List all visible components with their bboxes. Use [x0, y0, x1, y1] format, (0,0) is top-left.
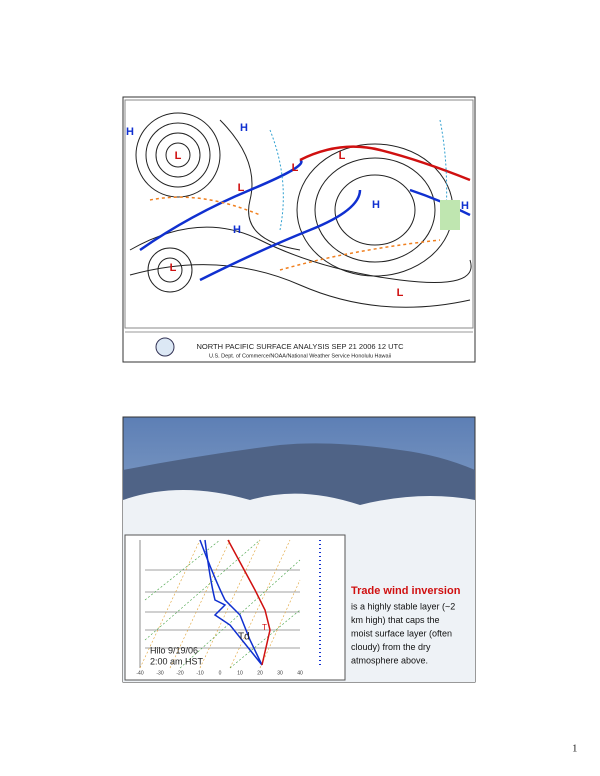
body-line: moist surface layer (often	[351, 628, 452, 638]
x-tick-label: -10	[196, 670, 203, 676]
x-tick-label: 0	[219, 670, 222, 676]
x-tick-label: 40	[297, 670, 303, 676]
page-number: 1	[572, 743, 578, 755]
time: 2:00 am HST	[150, 656, 204, 666]
map-symbol: H	[461, 200, 469, 212]
sounding-chart	[124, 534, 346, 681]
map-symbol: L	[397, 287, 404, 299]
body-line: is a highly stable layer (~2	[351, 601, 455, 611]
map-symbol: L	[238, 182, 245, 194]
x-tick-label: -30	[156, 670, 163, 676]
map-symbol: L	[339, 150, 346, 162]
map-title: NORTH PACIFIC SURFACE ANALYSIS SEP 21 20…	[196, 342, 404, 351]
x-tick-label: 20	[257, 670, 263, 676]
map-credit: U.S. Dept. of Commerce/NOAA/National Wea…	[209, 353, 391, 359]
temp-label: T	[262, 623, 267, 632]
x-tick-label: 30	[277, 670, 283, 676]
body-line: km high) that caps the	[351, 615, 440, 625]
station: Hilo 9/19/06	[150, 645, 198, 655]
noaa-logo	[155, 337, 175, 357]
map-symbol: L	[170, 262, 177, 274]
weather-map	[124, 99, 474, 329]
body-line: cloudy) from the dry	[351, 642, 431, 652]
x-tick-label: 10	[237, 670, 243, 676]
map-symbol: L	[292, 162, 299, 174]
sounding-grid	[139, 539, 321, 669]
body-line: atmosphere above.	[351, 655, 428, 665]
x-tick-label: -20	[176, 670, 183, 676]
map-symbol: L	[175, 150, 182, 162]
map-symbol: H	[372, 199, 380, 211]
dewpoint-label: Td	[238, 632, 250, 643]
heading: Trade wind inversion	[351, 585, 461, 597]
map-symbol: H	[233, 224, 241, 236]
map-symbol: H	[126, 126, 134, 138]
x-tick-label: -40	[136, 670, 143, 676]
map-symbol: H	[240, 122, 248, 134]
